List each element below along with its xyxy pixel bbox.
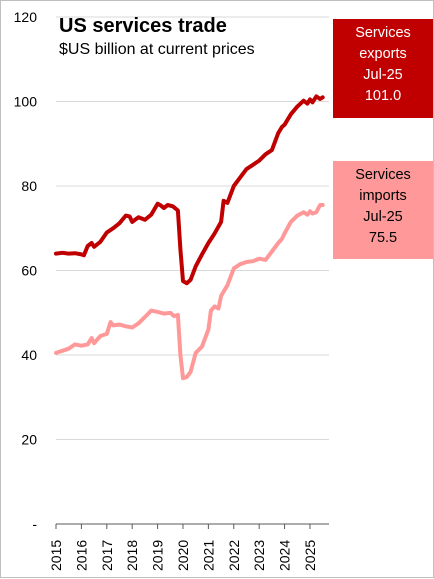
imports-callout: Services imports Jul-25 75.5	[333, 161, 433, 259]
x-tick-label-2024: 2024	[277, 540, 293, 571]
exports-callout: Services exports Jul-25 101.0	[333, 19, 433, 118]
imports-callout-value: 75.5	[368, 230, 398, 246]
x-axis: 2015 2016 2017 2018 2019 2020 2021 2022 2023 2024…	[48, 523, 329, 571]
series-lines	[54, 94, 325, 381]
y-axis-tick-labels: - 20 40 60 80 100 120	[14, 9, 38, 532]
series-line-exports	[54, 94, 325, 286]
y-tick-label-60: 60	[21, 263, 37, 279]
exports-callout-date: Jul-25	[363, 67, 403, 83]
x-tick-label-2017: 2017	[99, 540, 115, 571]
x-tick-label-2022: 2022	[226, 540, 242, 571]
y-tick-label-20: 20	[21, 432, 37, 448]
y-tick-label-120: 120	[14, 9, 38, 25]
y-tick-label-40: 40	[21, 347, 37, 363]
x-tick-label-2019: 2019	[150, 540, 166, 571]
x-tick-label-2018: 2018	[124, 540, 140, 571]
x-tick-label-2020: 2020	[175, 540, 191, 571]
exports-callout-line2: exports	[359, 46, 407, 62]
x-tick-label-2016: 2016	[73, 540, 89, 571]
series-line-imports	[54, 203, 325, 381]
x-tick-label-2025: 2025	[302, 540, 318, 571]
imports-callout-line2: imports	[359, 188, 407, 204]
y-tick-label-80: 80	[21, 178, 37, 194]
chart-title: US services trade	[59, 15, 227, 37]
exports-callout-value: 101.0	[364, 88, 402, 104]
imports-callout-line1: Services	[355, 167, 411, 183]
x-tick-label-2021: 2021	[200, 540, 216, 571]
exports-callout-line1: Services	[355, 25, 411, 41]
x-tick-label-2023: 2023	[251, 540, 267, 571]
y-tick-label-100: 100	[14, 94, 38, 110]
imports-callout-date: Jul-25	[363, 209, 403, 225]
y-tick-label-zero: -	[32, 516, 37, 532]
x-tick-label-2015: 2015	[48, 540, 64, 571]
chart-subtitle: $US billion at current prices	[59, 41, 255, 58]
